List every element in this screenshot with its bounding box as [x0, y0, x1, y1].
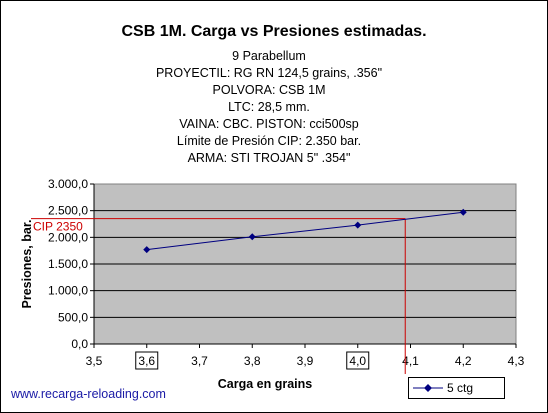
x-tick-label: 3,7 [191, 354, 208, 368]
y-tick-label: 500,0 [58, 310, 88, 324]
x-axis-label: Carga en grains [218, 377, 313, 391]
y-tick-label: 3.000,0 [48, 177, 88, 191]
y-tick-label: 1.500,0 [48, 257, 88, 271]
chart-title: CSB 1M. Carga vs Presiones estimadas. [121, 23, 427, 40]
legend-label: 5 ctg [447, 381, 474, 395]
subtitle-line-1: 9 Parabellum [232, 49, 306, 63]
x-tick-label: 4,2 [455, 354, 472, 368]
subtitle-line-5: VAINA: CBC. PISTON: cci500sp [179, 117, 359, 131]
y-tick-label: 2.000,0 [48, 230, 88, 244]
data-point [459, 208, 467, 216]
subtitle-line-6: Límite de Presión CIP: 2.350 bar. [176, 134, 362, 148]
x-tick-label: 3,5 [86, 354, 103, 368]
y-tick-label: 1.000,0 [48, 284, 88, 298]
series-line [146, 211, 464, 251]
x-tick-box [135, 351, 159, 370]
x-tick-label: 4,1 [402, 354, 419, 368]
subtitle-line-7: ARMA: STI TROJAN 5" .354" [187, 151, 351, 165]
subtitle-line-3: POLVORA: CSB 1M [212, 83, 326, 97]
x-tick-label: 3,9 [297, 354, 314, 368]
y-tick-label: 2.500,0 [48, 204, 88, 218]
y-tick-label: 0,0 [71, 337, 88, 351]
data-point [354, 221, 362, 229]
subtitle-line-4: LTC: 28,5 mm. [228, 100, 310, 114]
subtitle-line-2: PROYECTIL: RG RN 124,5 grains, .356" [155, 66, 383, 80]
chart-legend: 5 ctg [408, 377, 505, 399]
x-tick-box [346, 351, 370, 370]
data-point [248, 233, 256, 241]
x-tick-label: 3,6 [138, 354, 155, 368]
x-tick-label: 4,3 [508, 354, 525, 368]
website-link[interactable]: www.recarga-reloading.com [11, 387, 166, 401]
data-point [143, 246, 151, 254]
x-tick-label: 4,0 [349, 354, 366, 368]
x-tick-label: 3,8 [244, 354, 261, 368]
y-axis-label: Presiones, bar. [20, 220, 34, 309]
legend-swatch [413, 384, 443, 392]
cip-limit-label: CIP 2350 [33, 220, 83, 234]
